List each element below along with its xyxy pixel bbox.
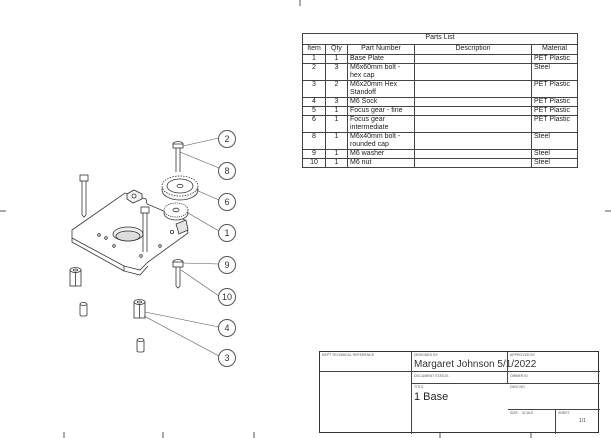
label-size: SIZE: [510, 411, 518, 415]
m6-sock-1: [79, 302, 88, 317]
parts-row: 6 1 Focus gear intermediate PET Plastic: [302, 115, 578, 133]
cell-part-number: Focus gear intermediate: [347, 115, 415, 133]
drawing-title: 1 Base: [414, 391, 449, 403]
parts-row: 10 1 M6 nut Steel: [302, 158, 578, 168]
cell-material: PET Plastic: [531, 54, 578, 64]
cell-material: PET Plastic: [531, 80, 578, 98]
balloon-10: 10: [218, 288, 236, 306]
parts-row: 8 1 M6x40mm bolt - rounded cap Steel: [302, 132, 578, 150]
cell-qty: 1: [325, 115, 348, 133]
cell-qty: 1: [325, 54, 348, 64]
cell-material: Steel: [531, 149, 578, 159]
cell-qty: 3: [325, 63, 348, 81]
focus-gear-fine: [161, 175, 199, 201]
cell-material: PET Plastic: [531, 97, 578, 107]
cell-description: [414, 158, 532, 168]
focus-gear-intermediate: [163, 202, 189, 221]
balloon-8: 8: [218, 162, 236, 180]
label-tech-ref: TECHNICAL REFERENCE: [332, 353, 375, 357]
cell-part-number: M6 washer: [347, 149, 415, 159]
parts-row: 9 1 M6 washer Steel: [302, 149, 578, 159]
label-scale: SCALE: [522, 411, 534, 415]
cell-material: Steel: [531, 63, 578, 81]
cell-material: PET Plastic: [531, 115, 578, 133]
bolt-m6x60-center: [140, 206, 150, 252]
cell-description: [414, 80, 532, 98]
cell-description: [414, 97, 532, 107]
parts-row: 1 1 Base Plate PET Plastic: [302, 54, 578, 64]
cell-material: PET Plastic: [531, 106, 578, 116]
cell-part-number: Base Plate: [347, 54, 415, 64]
sheet-number: 1/1: [579, 418, 586, 424]
label-approved: APPROVED BY: [510, 353, 536, 357]
cell-description: [414, 106, 532, 116]
cell-item: 2: [302, 63, 326, 81]
cell-item: 9: [302, 149, 326, 159]
bolt-m6x60-left: [79, 174, 89, 218]
cell-qty: 1: [325, 158, 348, 168]
cell-item: 1: [302, 54, 326, 64]
cell-material: Steel: [531, 132, 578, 150]
balloon-4: 4: [218, 319, 236, 337]
bolt-m6x60-top: [172, 141, 184, 172]
cell-description: [414, 149, 532, 159]
balloon-2: 2: [218, 130, 236, 148]
cell-qty: 1: [325, 149, 348, 159]
cell-item: 6: [302, 115, 326, 133]
label-owner: OWNER ID: [510, 374, 528, 378]
author-date: Margaret Johnson 5/1/2022: [414, 359, 537, 370]
balloon-1: 1: [218, 224, 236, 242]
label-doc-status: DOCUMENT STATUS: [414, 374, 449, 378]
cell-part-number: M6 nut: [347, 158, 415, 168]
balloon-6: 6: [218, 193, 236, 211]
cell-part-number: M6x20mm Hex Standoff: [347, 80, 415, 98]
m6-sock-2: [136, 338, 145, 353]
label-dwg-no: DWG NO: [510, 385, 525, 389]
cell-description: [414, 54, 532, 64]
label-title: TITLE: [414, 385, 424, 389]
parts-row: 5 1 Focus gear - fine PET Plastic: [302, 106, 578, 116]
hex-standoff-1: [69, 267, 82, 287]
cell-part-number: Focus gear - fine: [347, 106, 415, 116]
col-description: Description: [414, 44, 532, 55]
col-material: Material: [531, 44, 578, 55]
cell-item: 8: [302, 132, 326, 150]
cell-part-number: M6x60mm bolt - hex cap: [347, 63, 415, 81]
parts-row: 3 2 M6x20mm Hex Standoff PET Plastic: [302, 80, 578, 98]
cell-part-number: M6 Sock: [347, 97, 415, 107]
balloon-3: 3: [218, 349, 236, 367]
parts-row: 2 3 M6x60mm bolt - hex cap Steel: [302, 63, 578, 81]
title-block: DEPT TECHNICAL REFERENCE DESIGNED BY APP…: [319, 351, 600, 434]
col-qty: Qty: [325, 44, 348, 55]
cell-item: 5: [302, 106, 326, 116]
parts-list-caption: Parts List: [302, 33, 578, 45]
label-sheet: SHEET: [558, 411, 570, 415]
hex-standoff-2: [133, 299, 146, 319]
col-item: Item: [302, 44, 326, 55]
col-part-number: Part Number: [347, 44, 415, 55]
cell-part-number: M6x40mm bolt - rounded cap: [347, 132, 415, 150]
cell-description: [414, 115, 532, 133]
parts-list-table: Parts List Item Qty Part Number Descript…: [302, 33, 578, 168]
cell-item: 3: [302, 80, 326, 98]
label-designed: DESIGNED BY: [414, 353, 438, 357]
label-dept: DEPT: [322, 353, 332, 357]
cell-item: 4: [302, 97, 326, 107]
cell-item: 10: [302, 158, 326, 168]
cell-description: [414, 132, 532, 150]
leader-lines: [143, 137, 220, 357]
cell-qty: 1: [325, 132, 348, 150]
cell-qty: 3: [325, 97, 348, 107]
cell-description: [414, 63, 532, 81]
cell-material: Steel: [531, 158, 578, 168]
cell-qty: 2: [325, 80, 348, 98]
cell-qty: 1: [325, 106, 348, 116]
bolt-m6x40: [172, 259, 184, 289]
base-plate: [71, 189, 189, 276]
parts-row: 4 3 M6 Sock PET Plastic: [302, 97, 578, 107]
balloon-9: 9: [218, 256, 236, 274]
